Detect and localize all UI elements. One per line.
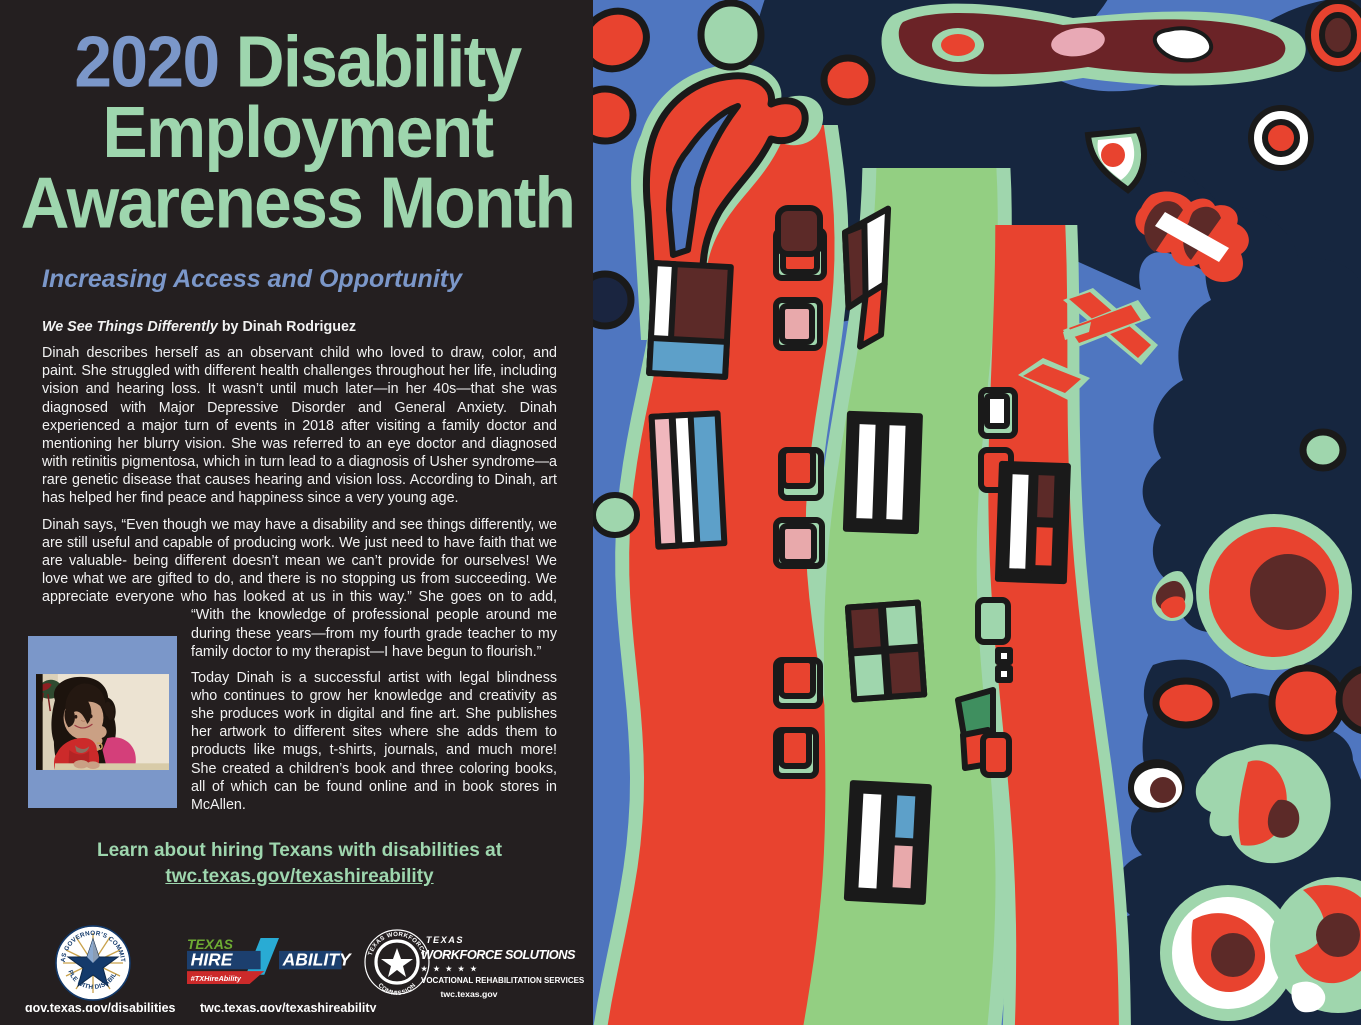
svg-text:VOCATIONAL REHABILITATION SERV: VOCATIONAL REHABILITATION SERVICES [421, 976, 585, 985]
svg-text:gov.texas.gov/disabilities: gov.texas.gov/disabilities [25, 1001, 176, 1012]
svg-text:HIRE: HIRE [191, 950, 234, 970]
svg-text:ABILITY: ABILITY [282, 950, 352, 970]
svg-text:twc.texas.gov: twc.texas.gov [441, 989, 498, 999]
svg-text:twc.texas.gov/texashireability: twc.texas.gov/texashireability [200, 1001, 377, 1012]
svg-text:#TXHireAbility: #TXHireAbility [191, 974, 242, 983]
svg-text:TEXAS: TEXAS [426, 935, 464, 945]
svg-text:WORKFORCE SOLUTIONS: WORKFORCE SOLUTIONS [421, 947, 576, 962]
svg-text:★ ★ ★ ★ ★: ★ ★ ★ ★ ★ [421, 965, 479, 973]
